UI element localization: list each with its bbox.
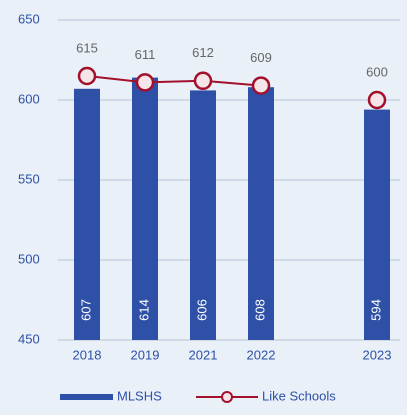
legend-label: MLSHS: [117, 388, 162, 403]
y-tick-label: 650: [18, 11, 40, 26]
bar-value-label: 594: [368, 299, 383, 321]
y-tick-label: 550: [18, 171, 40, 186]
line-marker: [77, 66, 97, 86]
line-value-label: 615: [76, 40, 98, 55]
y-tick-label: 600: [18, 91, 40, 106]
x-tick-label: 2019: [131, 347, 160, 362]
bar: [132, 77, 158, 340]
line-marker: [367, 90, 387, 110]
x-tick-label: 2021: [189, 347, 218, 362]
line-value-label: 612: [192, 45, 214, 60]
bar-value-label: 606: [194, 299, 209, 321]
bar-value-label: 614: [136, 299, 151, 321]
x-tick-label: 2018: [73, 347, 102, 362]
bar: [364, 109, 390, 340]
bar: [74, 88, 100, 340]
legend-label: Like Schools: [262, 388, 336, 403]
x-tick-label: 2023: [363, 347, 392, 362]
legend-swatch: [60, 394, 113, 400]
line-value-label: 600: [366, 64, 388, 79]
line-marker: [251, 76, 271, 95]
bar-value-label: 607: [78, 299, 93, 321]
y-tick-label: 500: [18, 251, 40, 266]
legend-marker: [221, 391, 233, 403]
line-value-label: 611: [135, 47, 156, 62]
x-tick-label: 2022: [247, 347, 276, 362]
bar-value-label: 608: [252, 299, 267, 321]
line-value-label: 609: [250, 50, 272, 65]
line-marker: [135, 73, 155, 92]
bar: [248, 87, 274, 340]
y-tick-label: 450: [18, 331, 40, 346]
line-marker: [193, 71, 213, 91]
bar: [190, 90, 216, 341]
